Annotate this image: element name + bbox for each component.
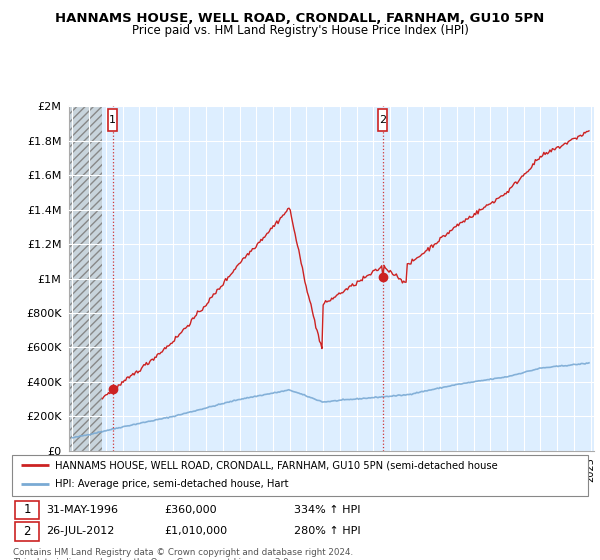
Bar [69,106,103,451]
Text: 2: 2 [23,525,31,538]
Bar [108,109,118,131]
Bar [15,522,39,540]
Text: £1,010,000: £1,010,000 [164,526,228,536]
Bar [15,501,39,519]
Text: 280% ↑ HPI: 280% ↑ HPI [294,526,361,536]
Text: Price paid vs. HM Land Registry's House Price Index (HPI): Price paid vs. HM Land Registry's House … [131,24,469,36]
Text: HANNAMS HOUSE, WELL ROAD, CRONDALL, FARNHAM, GU10 5PN: HANNAMS HOUSE, WELL ROAD, CRONDALL, FARN… [55,12,545,25]
Text: £360,000: £360,000 [164,505,217,515]
Text: 2: 2 [379,115,386,125]
Text: 26-JUL-2012: 26-JUL-2012 [47,526,115,536]
Text: HANNAMS HOUSE, WELL ROAD, CRONDALL, FARNHAM, GU10 5PN (semi-detached house: HANNAMS HOUSE, WELL ROAD, CRONDALL, FARN… [55,460,498,470]
Text: 1: 1 [109,115,116,125]
Text: Contains HM Land Registry data © Crown copyright and database right 2024.
This d: Contains HM Land Registry data © Crown c… [13,548,353,560]
Text: 1: 1 [23,503,31,516]
Text: HPI: Average price, semi-detached house, Hart: HPI: Average price, semi-detached house,… [55,479,289,489]
Bar [378,109,388,131]
Text: 31-MAY-1996: 31-MAY-1996 [47,505,119,515]
Text: 334% ↑ HPI: 334% ↑ HPI [294,505,361,515]
